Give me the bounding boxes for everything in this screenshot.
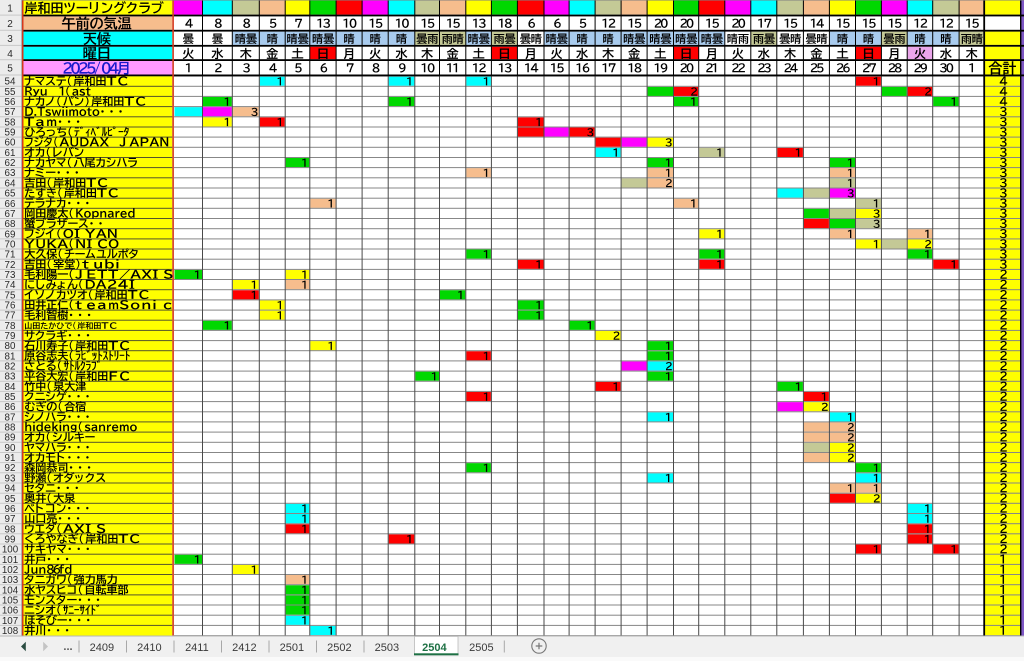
svg-text:82: 82	[5, 362, 16, 373]
svg-text:66: 66	[5, 199, 16, 210]
svg-text:97: 97	[5, 514, 16, 525]
svg-text:63: 63	[5, 168, 16, 179]
svg-text:90: 90	[5, 443, 16, 454]
svg-text:99: 99	[5, 534, 16, 545]
svg-text:88: 88	[5, 423, 16, 434]
svg-text:85: 85	[5, 392, 16, 403]
svg-text:2501: 2501	[280, 642, 304, 654]
svg-text:107: 107	[2, 616, 18, 627]
svg-text:67: 67	[5, 209, 16, 220]
svg-text:68: 68	[5, 219, 16, 230]
svg-text:57: 57	[5, 107, 16, 118]
svg-text:100: 100	[2, 545, 19, 556]
svg-text:93: 93	[5, 473, 16, 484]
svg-text:104: 104	[2, 585, 19, 596]
svg-text:70: 70	[5, 240, 16, 251]
svg-text:73: 73	[5, 270, 16, 281]
svg-text:84: 84	[5, 382, 16, 393]
svg-text:79: 79	[5, 331, 16, 342]
svg-text:72: 72	[5, 260, 16, 271]
svg-text:83: 83	[5, 372, 16, 383]
svg-text:2505: 2505	[469, 642, 493, 654]
svg-text:86: 86	[5, 402, 16, 413]
svg-text:60: 60	[5, 138, 16, 149]
svg-text:1: 1	[7, 3, 13, 14]
svg-text:56: 56	[5, 97, 16, 108]
svg-text:4: 4	[7, 49, 13, 60]
svg-text:61: 61	[5, 148, 16, 159]
svg-text:74: 74	[5, 280, 16, 291]
svg-text:102: 102	[2, 565, 18, 576]
svg-text:95: 95	[5, 494, 16, 505]
svg-text:59: 59	[5, 128, 16, 139]
svg-text:69: 69	[5, 229, 16, 240]
svg-text:103: 103	[2, 575, 19, 586]
svg-text:92: 92	[5, 463, 16, 474]
svg-text:64: 64	[5, 178, 16, 189]
svg-text:5: 5	[7, 64, 13, 75]
svg-text:76: 76	[5, 301, 16, 312]
svg-text:108: 108	[2, 626, 19, 637]
svg-text:2412: 2412	[232, 642, 256, 654]
svg-text:106: 106	[2, 606, 19, 617]
svg-text:105: 105	[2, 596, 19, 607]
svg-text:2: 2	[7, 19, 13, 30]
svg-text:2409: 2409	[90, 642, 114, 654]
svg-text:54: 54	[5, 77, 16, 88]
svg-text:96: 96	[5, 504, 16, 515]
svg-text:2502: 2502	[327, 642, 351, 654]
svg-text:55: 55	[5, 87, 16, 98]
svg-text:81: 81	[5, 351, 16, 362]
svg-text:87: 87	[5, 412, 16, 423]
svg-text:62: 62	[5, 158, 16, 169]
svg-text:98: 98	[5, 524, 16, 535]
svg-text:2410: 2410	[137, 642, 161, 654]
svg-text:91: 91	[5, 453, 16, 464]
svg-text:101: 101	[2, 555, 18, 566]
svg-text:2503: 2503	[375, 642, 399, 654]
svg-text:71: 71	[5, 250, 16, 261]
svg-text:80: 80	[5, 341, 16, 352]
svg-text:75: 75	[5, 290, 16, 301]
svg-text:77: 77	[5, 311, 16, 322]
svg-text:89: 89	[5, 433, 16, 444]
svg-text:2504: 2504	[422, 642, 447, 654]
svg-text:2411: 2411	[185, 642, 209, 654]
svg-text:94: 94	[5, 484, 16, 495]
svg-text:58: 58	[5, 117, 16, 128]
svg-text:65: 65	[5, 189, 16, 200]
svg-text:3: 3	[7, 34, 13, 45]
svg-text:...: ...	[63, 641, 72, 653]
svg-text:78: 78	[5, 321, 16, 332]
